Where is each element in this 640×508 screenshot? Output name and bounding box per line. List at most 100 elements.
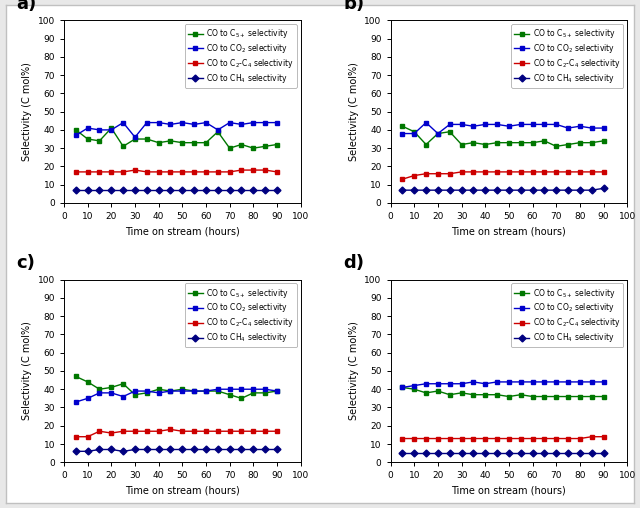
- CO to CH$_{4}$ selectivity: [600, 450, 607, 456]
- CO to C$_{5+}$ selectivity: [410, 386, 418, 392]
- CO to CH$_{4}$ selectivity: [505, 450, 513, 456]
- CO to CO$_{2}$ selectivity: [143, 388, 150, 394]
- CO to C$_{2}$-C$_{4}$ selectivity: [564, 169, 572, 175]
- CO to C$_{5+}$ selectivity: [600, 394, 607, 400]
- CO to CH$_{4}$ selectivity: [446, 187, 454, 193]
- CO to CO$_{2}$ selectivity: [600, 379, 607, 385]
- CO to CO$_{2}$ selectivity: [529, 121, 536, 128]
- CO to CO$_{2}$ selectivity: [155, 119, 163, 125]
- CO to CO$_{2}$ selectivity: [155, 390, 163, 396]
- CO to CH$_{4}$ selectivity: [493, 187, 501, 193]
- CO to C$_{2}$-C$_{4}$ selectivity: [422, 171, 430, 177]
- CO to CH$_{4}$ selectivity: [529, 450, 536, 456]
- Line: CO to CH$_{4}$ selectivity: CO to CH$_{4}$ selectivity: [400, 451, 606, 456]
- CO to C$_{5+}$ selectivity: [214, 388, 221, 394]
- CO to CH$_{4}$ selectivity: [505, 187, 513, 193]
- CO to CH$_{4}$ selectivity: [190, 187, 198, 193]
- CO to CO$_{2}$ selectivity: [95, 390, 103, 396]
- CO to CO$_{2}$ selectivity: [166, 121, 174, 128]
- CO to CH$_{4}$ selectivity: [470, 450, 477, 456]
- CO to CO$_{2}$ selectivity: [517, 379, 525, 385]
- CO to C$_{2}$-C$_{4}$ selectivity: [505, 169, 513, 175]
- CO to C$_{5+}$ selectivity: [108, 125, 115, 131]
- CO to CH$_{4}$ selectivity: [119, 448, 127, 454]
- CO to C$_{5+}$ selectivity: [422, 390, 430, 396]
- CO to CO$_{2}$ selectivity: [261, 386, 269, 392]
- CO to C$_{2}$-C$_{4}$ selectivity: [470, 435, 477, 441]
- CO to C$_{2}$-C$_{4}$ selectivity: [458, 169, 465, 175]
- CO to C$_{5+}$ selectivity: [237, 395, 245, 401]
- CO to CH$_{4}$ selectivity: [399, 187, 406, 193]
- CO to CO$_{2}$ selectivity: [273, 388, 281, 394]
- CO to CO$_{2}$ selectivity: [493, 121, 501, 128]
- CO to CH$_{4}$ selectivity: [214, 447, 221, 453]
- CO to CH$_{4}$ selectivity: [155, 447, 163, 453]
- CO to CH$_{4}$ selectivity: [576, 187, 584, 193]
- CO to C$_{2}$-C$_{4}$ selectivity: [95, 428, 103, 434]
- CO to CO$_{2}$ selectivity: [226, 386, 234, 392]
- CO to CH$_{4}$ selectivity: [72, 448, 79, 454]
- CO to C$_{2}$-C$_{4}$ selectivity: [84, 169, 92, 175]
- CO to CH$_{4}$ selectivity: [273, 447, 281, 453]
- CO to CO$_{2}$ selectivity: [84, 395, 92, 401]
- CO to C$_{2}$-C$_{4}$ selectivity: [250, 167, 257, 173]
- CO to CH$_{4}$ selectivity: [179, 187, 186, 193]
- CO to CO$_{2}$ selectivity: [72, 132, 79, 138]
- CO to CO$_{2}$ selectivity: [131, 134, 139, 140]
- CO to C$_{5+}$ selectivity: [72, 127, 79, 133]
- CO to C$_{2}$-C$_{4}$ selectivity: [434, 171, 442, 177]
- CO to C$_{2}$-C$_{4}$ selectivity: [179, 169, 186, 175]
- Line: CO to CO$_{2}$ selectivity: CO to CO$_{2}$ selectivity: [74, 120, 280, 140]
- CO to CO$_{2}$ selectivity: [541, 121, 548, 128]
- CO to CH$_{4}$ selectivity: [237, 447, 245, 453]
- Line: CO to C$_{5+}$ selectivity: CO to C$_{5+}$ selectivity: [400, 385, 606, 399]
- CO to C$_{5+}$ selectivity: [458, 141, 465, 147]
- CO to C$_{5+}$ selectivity: [119, 380, 127, 387]
- CO to C$_{5+}$ selectivity: [493, 392, 501, 398]
- CO to C$_{5+}$ selectivity: [529, 394, 536, 400]
- CO to C$_{5+}$ selectivity: [214, 129, 221, 135]
- CO to C$_{2}$-C$_{4}$ selectivity: [179, 428, 186, 434]
- CO to C$_{5+}$ selectivity: [166, 388, 174, 394]
- CO to CO$_{2}$ selectivity: [179, 119, 186, 125]
- CO to C$_{5+}$ selectivity: [470, 392, 477, 398]
- CO to C$_{5+}$ selectivity: [470, 140, 477, 146]
- CO to C$_{2}$-C$_{4}$ selectivity: [261, 428, 269, 434]
- CO to C$_{2}$-C$_{4}$ selectivity: [481, 169, 489, 175]
- CO to C$_{5+}$ selectivity: [505, 394, 513, 400]
- CO to C$_{2}$-C$_{4}$ selectivity: [273, 428, 281, 434]
- CO to C$_{2}$-C$_{4}$ selectivity: [226, 428, 234, 434]
- CO to CH$_{4}$ selectivity: [261, 447, 269, 453]
- CO to CO$_{2}$ selectivity: [576, 379, 584, 385]
- Line: CO to C$_{5+}$ selectivity: CO to C$_{5+}$ selectivity: [74, 374, 280, 401]
- CO to CO$_{2}$ selectivity: [237, 121, 245, 128]
- CO to C$_{5+}$ selectivity: [108, 385, 115, 391]
- X-axis label: Time on stream (hours): Time on stream (hours): [451, 227, 566, 237]
- CO to C$_{5+}$ selectivity: [505, 140, 513, 146]
- CO to C$_{2}$-C$_{4}$ selectivity: [72, 434, 79, 440]
- CO to CH$_{4}$ selectivity: [422, 450, 430, 456]
- CO to C$_{2}$-C$_{4}$ selectivity: [84, 434, 92, 440]
- CO to C$_{2}$-C$_{4}$ selectivity: [119, 428, 127, 434]
- CO to CO$_{2}$ selectivity: [108, 390, 115, 396]
- CO to CH$_{4}$ selectivity: [434, 450, 442, 456]
- CO to CH$_{4}$ selectivity: [600, 185, 607, 192]
- CO to CO$_{2}$ selectivity: [119, 394, 127, 400]
- CO to CO$_{2}$ selectivity: [202, 119, 210, 125]
- CO to C$_{5+}$ selectivity: [119, 143, 127, 149]
- Line: CO to C$_{2}$-C$_{4}$ selectivity: CO to C$_{2}$-C$_{4}$ selectivity: [74, 427, 280, 439]
- CO to C$_{2}$-C$_{4}$ selectivity: [226, 169, 234, 175]
- CO to CH$_{4}$ selectivity: [422, 187, 430, 193]
- CO to CH$_{4}$ selectivity: [84, 187, 92, 193]
- CO to CO$_{2}$ selectivity: [564, 379, 572, 385]
- CO to C$_{5+}$ selectivity: [226, 145, 234, 151]
- Line: CO to C$_{2}$-C$_{4}$ selectivity: CO to C$_{2}$-C$_{4}$ selectivity: [400, 170, 606, 182]
- CO to CO$_{2}$ selectivity: [588, 379, 596, 385]
- CO to C$_{2}$-C$_{4}$ selectivity: [72, 169, 79, 175]
- CO to C$_{2}$-C$_{4}$ selectivity: [399, 435, 406, 441]
- CO to C$_{5+}$ selectivity: [155, 386, 163, 392]
- CO to C$_{2}$-C$_{4}$ selectivity: [446, 171, 454, 177]
- CO to C$_{5+}$ selectivity: [517, 392, 525, 398]
- Y-axis label: Selectivity (C mol%): Selectivity (C mol%): [349, 62, 359, 161]
- CO to CH$_{4}$ selectivity: [226, 187, 234, 193]
